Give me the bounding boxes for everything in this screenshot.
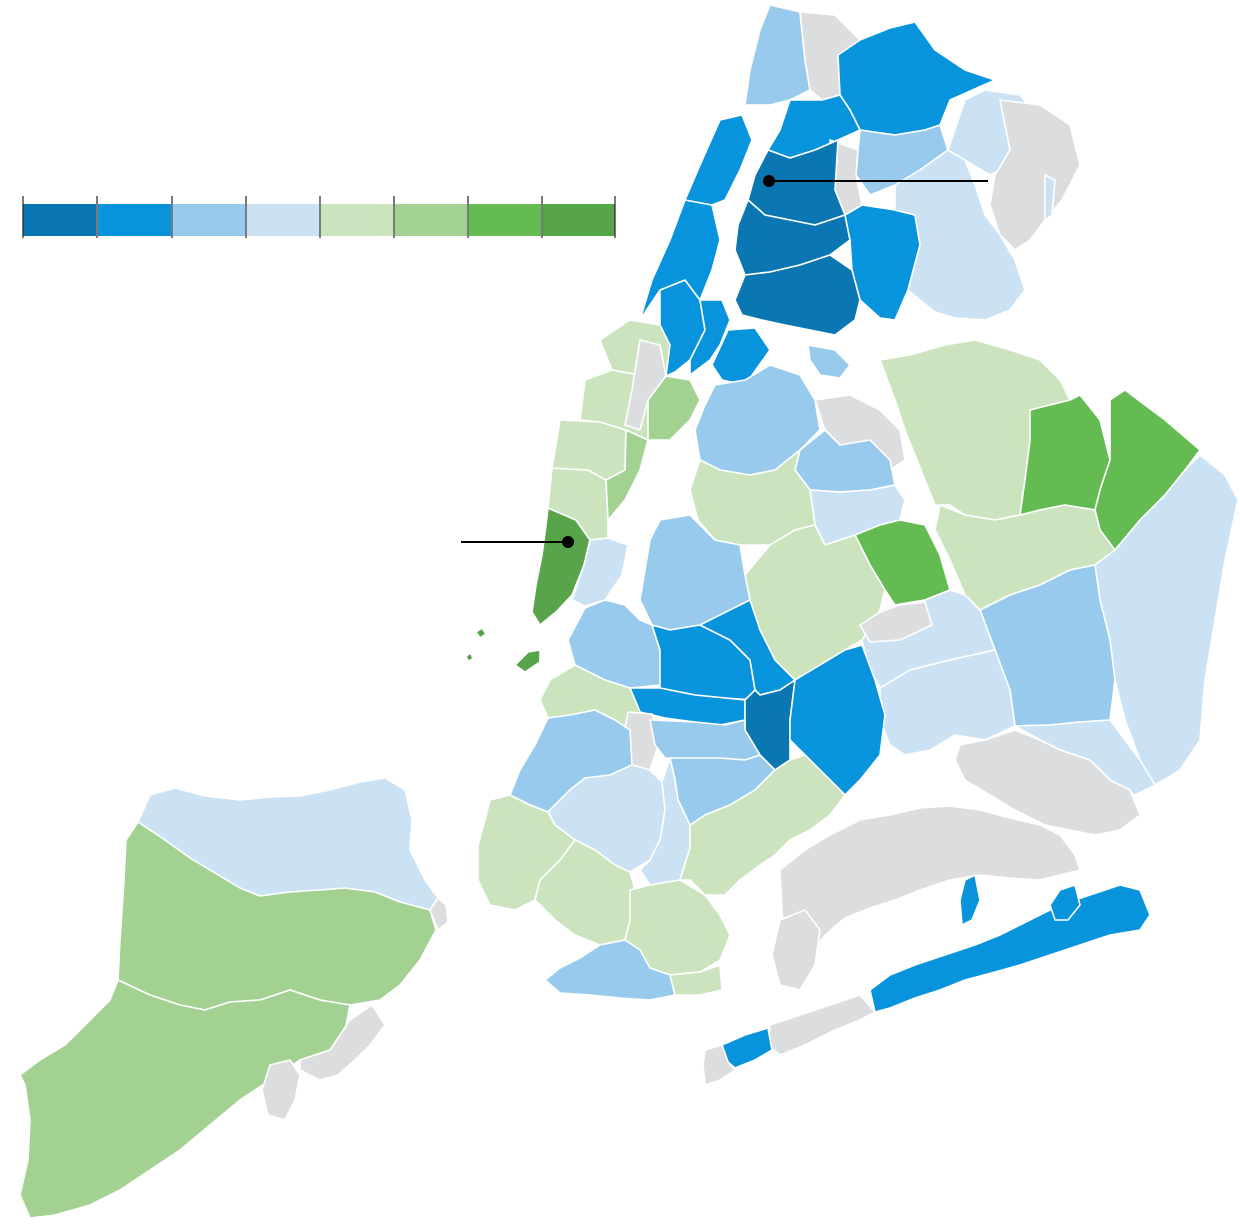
district-manhattan-east-harlem [689, 299, 731, 376]
rockaways [702, 805, 1151, 1086]
legend-swatch-6 [395, 204, 467, 236]
legend [22, 196, 616, 238]
district-breezy-point [721, 1027, 773, 1069]
district-rockaway-island-2 [1049, 884, 1081, 921]
legend-swatch-5 [321, 204, 393, 236]
legend-swatch-3 [173, 204, 245, 236]
callout-bronx-marker [763, 175, 775, 187]
district-manhattan-washington-heights [639, 199, 721, 321]
district-brooklyn-bensonhurst [534, 839, 636, 946]
district-manhattan-east-side [647, 375, 701, 441]
district-ellis-island [465, 652, 474, 662]
district-bronx-mott-haven [734, 254, 861, 336]
callout-bronx [763, 175, 988, 187]
district-queens-jfk-airport [954, 729, 1141, 836]
district-bronx-pelham-bay-park [989, 99, 1081, 251]
district-queens-bayside [1019, 394, 1111, 516]
district-rockaway-west [767, 994, 876, 1056]
legend-swatch-8 [543, 204, 615, 236]
district-si-parkland [299, 1004, 386, 1081]
staten-island [19, 777, 449, 1219]
queens [689, 339, 1239, 836]
district-queens-cemetery [859, 601, 933, 643]
district-brooklyn-canarsie [679, 754, 846, 896]
district-bronx-hart-island [1044, 174, 1056, 221]
manhattan [531, 114, 753, 626]
district-rockaway-island [959, 874, 981, 926]
district-brooklyn-flatbush [649, 719, 761, 761]
district-liberty-island [475, 627, 487, 639]
district-brooklyn-coney-island [544, 939, 676, 1001]
legend-swatch-2 [98, 204, 171, 236]
bronx [711, 4, 1081, 386]
district-governors-island [514, 649, 541, 673]
district-si-south-shore [19, 979, 351, 1219]
district-bronx-throgs-neck [894, 149, 1026, 321]
islands [465, 627, 541, 673]
district-manhattan-inwood [684, 114, 753, 206]
legend-swatch-4 [247, 204, 319, 236]
district-brooklyn-east-new-york [789, 644, 886, 796]
district-rockaway-east [869, 884, 1151, 1013]
district-breezy-point-tip [702, 1044, 736, 1086]
district-brooklyn-manhattan-beach [669, 964, 723, 996]
district-bronx-parkchester [844, 204, 921, 321]
legend-swatch-7 [469, 204, 541, 236]
district-floyd-bennett [771, 909, 821, 991]
district-queens-rikers [807, 344, 851, 379]
district-manhattan-gramercy [605, 429, 649, 521]
callout-manhattan [461, 536, 574, 548]
district-si-north-tip [429, 897, 449, 931]
callout-manhattan-marker [562, 536, 574, 548]
brooklyn [477, 514, 886, 1001]
legend-ticks [22, 196, 616, 238]
district-si-east-park [261, 1059, 301, 1121]
district-manhattan-central-park [624, 339, 667, 431]
legend-swatch-1 [23, 204, 96, 236]
